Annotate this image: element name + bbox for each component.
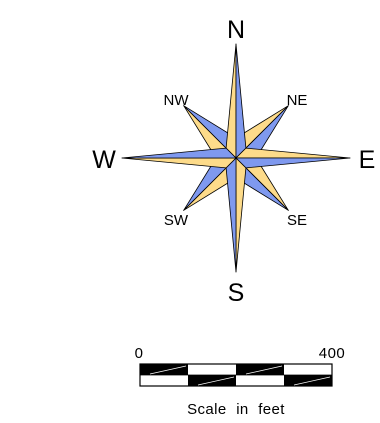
rose-e-lower: [235, 157, 351, 169]
label-north: N: [227, 16, 245, 44]
rose-n-right: [235, 43, 247, 159]
rose-n-left: [225, 43, 237, 159]
rose-e-upper: [235, 147, 351, 159]
label-northeast: NE: [287, 92, 308, 109]
scale-start-label: 0: [135, 345, 144, 362]
label-west: W: [92, 146, 116, 174]
rose-s-right: [235, 157, 247, 273]
scale-bar: 0 400 Scale in feet: [135, 345, 346, 418]
label-east: E: [359, 146, 376, 174]
scale-end-label: 400: [319, 345, 346, 362]
label-southwest: SW: [164, 212, 189, 229]
scale-caption: Scale in feet: [187, 401, 285, 418]
scale-bar-graphic: [139, 363, 333, 387]
rose-w-upper: [121, 147, 237, 159]
label-south: S: [228, 279, 245, 307]
label-northwest: NW: [164, 92, 190, 109]
rose-s-left: [225, 157, 237, 273]
label-southeast: SE: [287, 212, 307, 229]
compass-rose: [121, 43, 351, 273]
rose-w-lower: [121, 157, 237, 169]
